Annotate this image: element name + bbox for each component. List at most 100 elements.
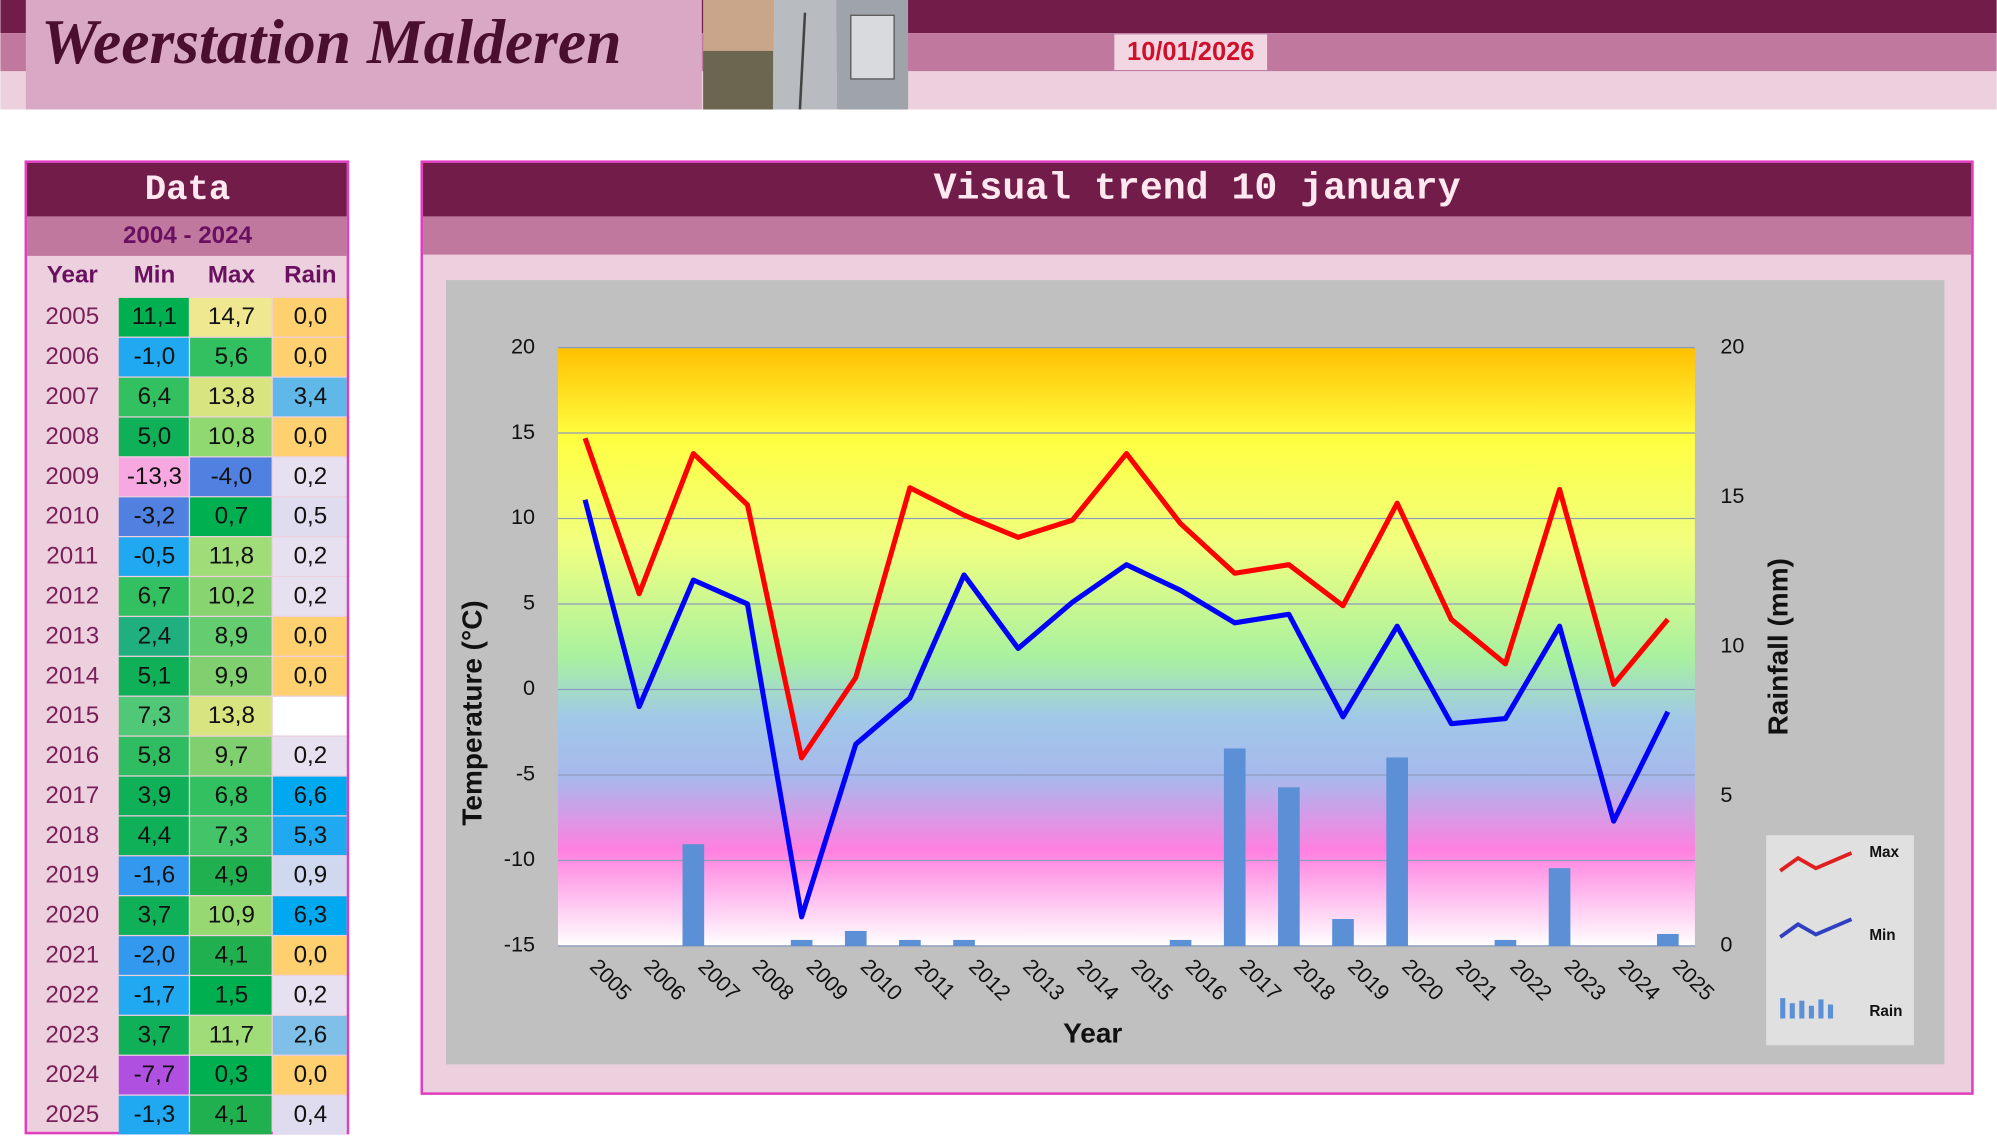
y2-tick-label: 5	[1720, 782, 1732, 807]
legend-icon	[1789, 1003, 1795, 1019]
cell-bg	[272, 297, 347, 337]
rain-bar	[953, 939, 975, 946]
temp-line	[582, 437, 1670, 761]
year-cell: 2017	[45, 782, 99, 809]
y2-tick-label: 20	[1720, 333, 1744, 358]
value-cell: -3,2	[134, 503, 176, 530]
value-cell: -1,3	[134, 1101, 176, 1128]
value-cell: -1,7	[134, 981, 176, 1008]
rain-bar	[1657, 933, 1679, 946]
legend-label: Rain	[1869, 1003, 1902, 1020]
cell-bg	[118, 776, 189, 816]
value-cell: -13,3	[127, 463, 182, 490]
cell-bg	[190, 816, 272, 856]
cell-bg	[190, 1015, 272, 1055]
cell-bg	[190, 297, 272, 337]
value-cell: 0,9	[294, 862, 328, 889]
y2-tick-label: 15	[1720, 483, 1744, 508]
value-cell: 4,4	[138, 822, 172, 849]
y-tick-label: -15	[504, 932, 535, 957]
year-cell: 2022	[45, 981, 99, 1008]
value-cell: 4,9	[215, 862, 249, 889]
cell-bg	[272, 617, 347, 656]
y2-axis-title: Rainfall (mm)	[1763, 558, 1794, 735]
rain-bar	[1332, 919, 1354, 946]
cell-bg	[272, 1015, 347, 1055]
table-subtitle: 2004 - 2024	[123, 222, 253, 249]
cell-bg	[272, 1095, 347, 1135]
value-cell: 0,0	[294, 622, 328, 649]
value-cell: 3,7	[138, 1021, 172, 1048]
cell-bg	[118, 617, 189, 656]
cell-bg	[118, 656, 189, 696]
legend-icon	[1779, 917, 1853, 939]
value-cell: 4,1	[215, 1101, 249, 1128]
y-tick-label: 10	[511, 504, 535, 529]
year-cell: 2008	[45, 423, 99, 450]
year-cell: 2019	[45, 862, 99, 889]
y-tick-label: 15	[511, 419, 535, 444]
value-cell: 0,0	[294, 343, 328, 370]
value-cell: 13,8	[208, 702, 255, 729]
y-tick-label: 0	[523, 675, 535, 700]
year-cell: 2005	[45, 303, 99, 330]
cell-bg	[190, 976, 272, 1015]
value-cell: 0,0	[294, 423, 328, 450]
value-cell: 0,0	[294, 1061, 328, 1088]
value-cell: 2,4	[138, 622, 172, 649]
y-tick-label: -5	[516, 761, 535, 786]
cell-bg	[272, 656, 347, 696]
year-cell: 2025	[45, 1101, 99, 1128]
cell-bg	[118, 896, 189, 935]
value-cell: -1,6	[134, 862, 176, 889]
value-cell: 6,6	[294, 782, 328, 809]
cell-bg	[118, 856, 189, 896]
value-cell: 9,9	[215, 662, 249, 689]
cell-bg	[272, 856, 347, 896]
legend: Max Min Rain	[1779, 844, 1902, 1020]
cell-bg	[118, 976, 189, 1015]
y-tick-label: 20	[511, 333, 535, 358]
cell-bg	[190, 936, 272, 975]
year-cell: 2023	[45, 1021, 99, 1048]
cell-bg	[118, 577, 189, 616]
value-cell: 4,1	[215, 942, 249, 969]
legend-icon	[1827, 1004, 1834, 1019]
cell-bg	[272, 577, 347, 616]
cell-bg	[272, 736, 347, 776]
value-cell: 7,3	[138, 702, 172, 729]
legend-icon	[1779, 851, 1853, 873]
value-cell: 11,8	[209, 543, 254, 570]
cell-bg	[272, 377, 347, 417]
cell-bg	[272, 896, 347, 935]
cell-bg	[190, 497, 272, 536]
value-cell: 10,8	[208, 423, 255, 450]
value-cell: -4,0	[211, 463, 253, 490]
cell-bg	[190, 617, 272, 656]
cell-bg	[272, 337, 347, 377]
legend-label: Max	[1869, 844, 1899, 861]
y2-tick-label: 0	[1720, 932, 1732, 957]
value-cell: 2,6	[294, 1021, 328, 1048]
value-cell: 5,1	[138, 662, 172, 689]
column-header: Max	[208, 262, 256, 289]
cell-bg	[190, 776, 272, 816]
cell-bg	[272, 1055, 347, 1095]
cell-bg	[118, 337, 189, 377]
y-tick-label: -10	[504, 846, 535, 871]
photo-mast	[798, 12, 807, 110]
value-cell: 13,8	[208, 383, 255, 410]
value-cell: 0,4	[294, 1101, 328, 1128]
value-cell: -0,5	[134, 543, 176, 570]
rain-bar	[844, 930, 867, 946]
cell-bg	[118, 537, 189, 576]
cell-bg	[190, 377, 272, 417]
title-box	[25, 0, 702, 110]
value-cell: 6,3	[294, 902, 328, 929]
column-header: Year	[47, 262, 99, 289]
plot-area	[557, 347, 1695, 946]
table-header	[27, 162, 347, 217]
value-cell: 0,0	[294, 942, 328, 969]
